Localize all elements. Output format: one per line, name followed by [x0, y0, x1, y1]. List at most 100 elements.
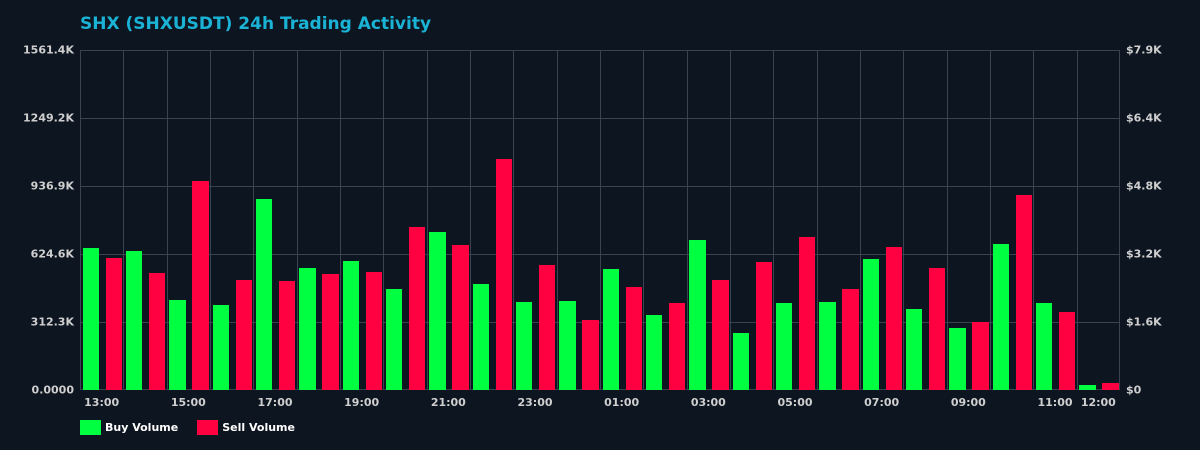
x-tick-label: 23:00 — [517, 396, 553, 409]
sell-volume-bar[interactable] — [278, 281, 296, 390]
sell-volume-bar[interactable] — [452, 244, 469, 390]
v-gridline — [470, 50, 471, 390]
x-tick-label: 19:00 — [344, 396, 380, 409]
y-tick-left: 312.3K — [30, 315, 74, 329]
v-gridline — [816, 50, 818, 390]
sell-volume-bar[interactable] — [1058, 312, 1076, 390]
sell-volume-bar[interactable] — [148, 273, 166, 390]
sell-volume-bar[interactable] — [972, 322, 989, 390]
v-gridline — [383, 50, 385, 390]
v-gridline — [1033, 50, 1035, 390]
sell-volume-bar[interactable] — [842, 288, 859, 390]
v-gridline — [643, 50, 645, 390]
v-gridline — [1076, 50, 1078, 390]
legend: Buy Volume Sell Volume — [80, 420, 314, 435]
sell-volume-bar[interactable] — [1015, 195, 1032, 390]
y-tick-left: 624.6K — [30, 247, 74, 261]
v-gridline — [166, 50, 168, 390]
x-tick-label: 15:00 — [170, 396, 206, 409]
v-gridline — [990, 50, 991, 390]
sell-volume-bar[interactable] — [408, 227, 426, 390]
x-tick-label: 21:00 — [430, 396, 466, 409]
v-gridline — [730, 50, 731, 390]
sell-volume-bar[interactable] — [365, 271, 382, 390]
x-tick-label: 11:00 — [1037, 396, 1073, 409]
sell-swatch-icon — [197, 420, 219, 435]
x-tick-label: 17:00 — [257, 396, 293, 409]
sell-volume-bar[interactable] — [668, 302, 686, 390]
v-gridline — [340, 50, 341, 390]
y-tick-right: $4.8K — [1126, 179, 1162, 193]
y-tick-left: 1561.4K — [23, 43, 74, 57]
buy-volume-bar[interactable] — [602, 268, 619, 390]
v-gridline — [296, 50, 298, 390]
legend-item-sell[interactable]: Sell Volume — [197, 420, 295, 435]
buy-volume-bar[interactable] — [1079, 385, 1096, 390]
buy-swatch-icon — [80, 420, 101, 435]
sell-volume-bar[interactable] — [928, 268, 946, 390]
buy-volume-bar[interactable] — [472, 283, 489, 390]
y-tick-left: 1249.2K — [23, 111, 74, 125]
buy-volume-bar[interactable] — [949, 327, 966, 390]
v-gridline — [253, 50, 255, 390]
v-gridline — [860, 50, 861, 390]
sell-volume-bar[interactable] — [105, 258, 122, 390]
legend-label-buy: Buy Volume — [105, 421, 179, 434]
buy-volume-bar[interactable] — [732, 332, 749, 390]
sell-volume-bar[interactable] — [322, 273, 339, 390]
buy-volume-bar[interactable] — [169, 300, 186, 390]
sell-volume-bar[interactable] — [712, 280, 729, 390]
buy-volume-bar[interactable] — [862, 258, 879, 390]
buy-volume-bar[interactable] — [775, 302, 793, 390]
buy-volume-bar[interactable] — [385, 288, 403, 390]
y-tick-right: $0 — [1126, 383, 1142, 397]
buy-volume-bar[interactable] — [299, 268, 316, 390]
buy-volume-bar[interactable] — [819, 302, 836, 390]
v-gridline — [210, 50, 211, 390]
v-gridline — [600, 50, 601, 390]
sell-volume-bar[interactable] — [582, 320, 599, 390]
sell-volume-bar[interactable] — [755, 261, 772, 390]
y-tick-right: $3.2K — [1126, 247, 1162, 261]
chart-title: SHX (SHXUSDT) 24h Trading Activity — [80, 14, 432, 34]
plot-area — [80, 50, 1120, 390]
y-tick-right: $7.9K — [1126, 43, 1162, 57]
x-tick-label: 01:00 — [604, 396, 640, 409]
buy-volume-bar[interactable] — [82, 248, 99, 390]
buy-volume-bar[interactable] — [125, 251, 143, 390]
v-gridline — [513, 50, 515, 390]
sell-volume-bar[interactable] — [625, 287, 642, 390]
sell-volume-bar[interactable] — [235, 280, 252, 390]
v-gridline — [556, 50, 558, 390]
y-tick-left: 936.9K — [30, 179, 74, 193]
sell-volume-bar[interactable] — [495, 158, 512, 390]
sell-volume-bar[interactable] — [798, 236, 816, 390]
x-tick-label: 05:00 — [777, 396, 813, 409]
v-gridline — [903, 50, 905, 390]
legend-label-sell: Sell Volume — [222, 421, 295, 434]
buy-volume-bar[interactable] — [645, 315, 663, 390]
y-tick-right: $1.6K — [1126, 315, 1162, 329]
x-tick-label: 09:00 — [950, 396, 986, 409]
buy-volume-bar[interactable] — [515, 302, 533, 390]
y-tick-right: $6.4K — [1126, 111, 1162, 125]
buy-volume-bar[interactable] — [559, 300, 576, 390]
v-gridline — [946, 50, 948, 390]
buy-volume-bar[interactable] — [992, 244, 1009, 390]
buy-volume-bar[interactable] — [429, 231, 446, 390]
buy-volume-bar[interactable] — [255, 199, 273, 390]
sell-volume-bar[interactable] — [885, 246, 902, 390]
buy-volume-bar[interactable] — [342, 261, 359, 390]
buy-volume-bar[interactable] — [689, 239, 706, 390]
sell-volume-bar[interactable] — [538, 265, 556, 390]
buy-volume-bar[interactable] — [905, 309, 923, 390]
legend-item-buy[interactable]: Buy Volume — [80, 420, 178, 435]
x-tick-label: 03:00 — [690, 396, 726, 409]
buy-volume-bar[interactable] — [212, 305, 229, 390]
sell-volume-bar[interactable] — [1102, 383, 1119, 390]
v-gridline — [123, 50, 125, 390]
buy-volume-bar[interactable] — [1035, 302, 1053, 390]
sell-volume-bar[interactable] — [192, 180, 209, 390]
x-tick-label: 13:00 — [84, 396, 120, 409]
v-gridline — [773, 50, 775, 390]
